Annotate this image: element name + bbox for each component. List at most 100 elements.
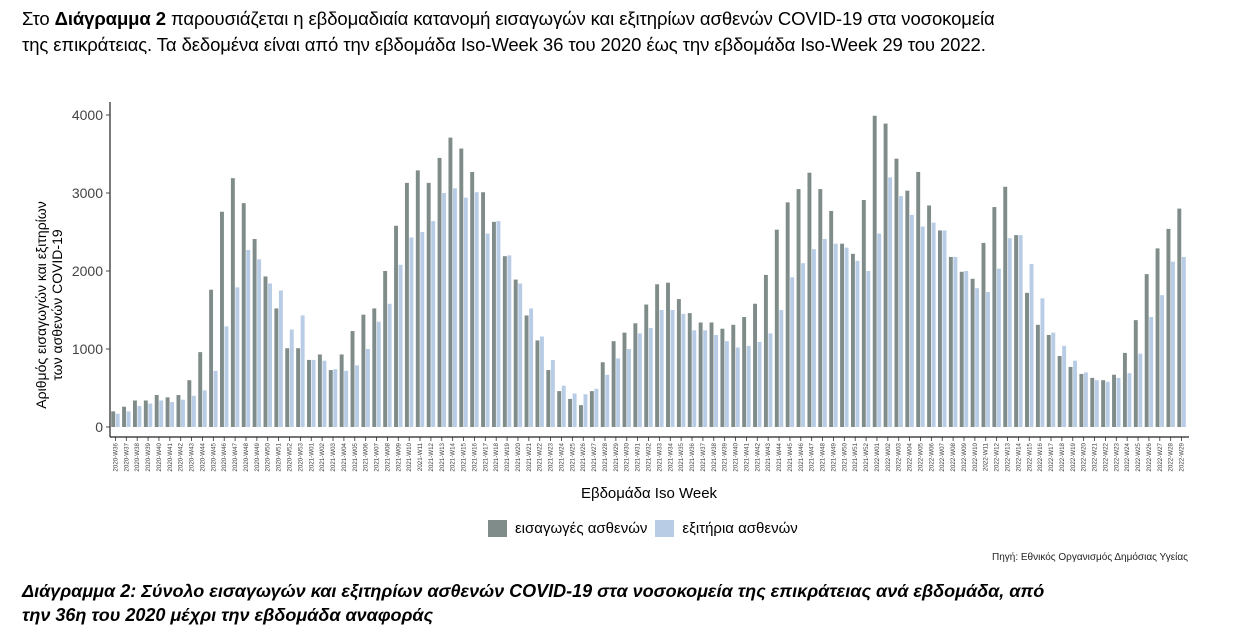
bar-admissions-2022-W02 <box>883 123 888 427</box>
legend: εισαγωγές ασθενών εξιτήρια ασθενών <box>488 520 806 537</box>
x-tick-label-2022-W05: 2022-W05 <box>917 442 924 471</box>
y-axis-label-line-2: των ασθενών COVID-19 <box>49 229 65 381</box>
bar-admissions-2020-W53 <box>296 348 301 427</box>
bar-admissions-2021-W31 <box>633 323 638 427</box>
bar-discharges-2020-W39 <box>148 403 153 427</box>
x-tick-label-2021-W48: 2021-W48 <box>820 442 827 471</box>
x-tick-label-2020-W40: 2020-W40 <box>156 442 163 471</box>
bar-discharges-2021-W29 <box>616 358 621 427</box>
x-tick-label-2021-W17: 2021-W17 <box>482 442 489 471</box>
bar-discharges-2021-W25 <box>572 393 577 427</box>
bar-discharges-2022-W06 <box>931 222 936 427</box>
bar-discharges-2022-W04 <box>909 214 914 427</box>
x-tick-label-2021-W22: 2021-W22 <box>537 442 544 471</box>
x-tick-label-2021-W25: 2021-W25 <box>569 442 576 471</box>
x-tick-label-2021-W26: 2021-W26 <box>580 442 587 471</box>
bar-discharges-2021-W44 <box>779 310 784 427</box>
bar-admissions-2022-W15 <box>1025 292 1029 427</box>
bar-discharges-2022-W27 <box>1160 295 1165 427</box>
bar-admissions-2021-W35 <box>676 299 681 427</box>
bar-admissions-2022-W26 <box>1144 274 1149 427</box>
bar-discharges-2020-W51 <box>278 290 283 427</box>
x-tick-label-2020-W50: 2020-W50 <box>265 442 272 471</box>
bar-admissions-2021-W07 <box>372 308 377 427</box>
bar-admissions-2021-W32 <box>644 304 649 427</box>
x-tick-label-2022-W16: 2022-W16 <box>1037 442 1044 471</box>
bar-discharges-2022-W26 <box>1149 317 1154 427</box>
bar-admissions-2022-W22 <box>1101 380 1106 427</box>
bar-admissions-2021-W46 <box>796 189 801 427</box>
bar-discharges-2021-W28 <box>605 374 610 427</box>
bar-admissions-2022-W16 <box>1035 324 1040 427</box>
bar-discharges-2021-W52 <box>866 271 871 427</box>
bar-discharges-2022-W13 <box>1007 238 1012 427</box>
bar-discharges-2022-W14 <box>1018 235 1023 427</box>
y-tick-label-2000: 2000 <box>72 263 103 279</box>
bar-discharges-2021-W37 <box>703 330 708 427</box>
bar-admissions-2020-W46 <box>220 211 224 427</box>
bar-admissions-2021-W29 <box>611 341 616 427</box>
x-tick-label-2022-W26: 2022-W26 <box>1146 442 1153 471</box>
x-tick-label-2021-W27: 2021-W27 <box>591 442 598 471</box>
bar-admissions-2022-W12 <box>992 207 997 427</box>
bar-discharges-2021-W42 <box>757 341 762 427</box>
bar-discharges-2022-W22 <box>1105 381 1110 427</box>
bar-discharges-2021-W16 <box>474 192 479 427</box>
bar-discharges-2021-W46 <box>801 263 806 427</box>
bar-discharges-2020-W48 <box>246 249 251 427</box>
x-tick-label-2021-W20: 2021-W20 <box>515 442 522 471</box>
x-tick-label-2022-W19: 2022-W19 <box>1070 442 1077 471</box>
x-tick-label-2020-W49: 2020-W49 <box>254 442 261 471</box>
bar-discharges-2021-W22 <box>540 336 544 427</box>
bar-admissions-2021-W42 <box>753 303 757 427</box>
legend-swatch-admissions <box>488 520 507 537</box>
bar-admissions-2020-W48 <box>241 203 246 427</box>
bar-admissions-2021-W36 <box>687 313 692 427</box>
y-tick-label-4000: 4000 <box>72 107 103 123</box>
x-tick-label-2021-W30: 2021-W30 <box>624 442 631 471</box>
x-tick-label-2022-W20: 2022-W20 <box>1081 442 1088 471</box>
bar-admissions-2021-W22 <box>535 340 540 427</box>
x-tick-label-2021-W40: 2021-W40 <box>733 442 740 471</box>
bars-group <box>111 115 1186 427</box>
bar-admissions-2021-W13 <box>437 157 442 427</box>
x-tick-label-2022-W10: 2022-W10 <box>972 442 979 471</box>
x-tick-label-2021-W38: 2021-W38 <box>711 442 718 471</box>
x-tick-label-2021-W11: 2021-W11 <box>417 442 424 471</box>
bar-admissions-2022-W17 <box>1046 334 1051 427</box>
bar-discharges-2022-W29 <box>1181 256 1186 427</box>
bar-admissions-2020-W36 <box>111 411 116 427</box>
bar-discharges-2020-W50 <box>268 283 272 427</box>
x-tick-label-2021-W37: 2021-W37 <box>700 442 707 471</box>
intro-prefix: Στο <box>22 8 55 29</box>
bar-admissions-2021-W49 <box>829 210 834 427</box>
bar-discharges-2022-W24 <box>1127 373 1132 427</box>
bar-discharges-2021-W36 <box>692 330 697 427</box>
bar-admissions-2020-W49 <box>252 239 257 427</box>
x-tick-label-2021-W32: 2021-W32 <box>646 442 653 471</box>
x-tick-label-2021-W29: 2021-W29 <box>613 442 620 471</box>
bar-admissions-2021-W14 <box>448 137 453 427</box>
bar-discharges-2021-W14 <box>452 188 457 427</box>
bar-discharges-2021-W02 <box>322 360 327 427</box>
bar-admissions-2021-W18 <box>491 221 496 427</box>
bar-admissions-2021-W33 <box>655 284 660 427</box>
x-tick-label-2022-W18: 2022-W18 <box>1059 442 1066 471</box>
bar-admissions-2020-W50 <box>263 276 268 427</box>
bar-admissions-2021-W40 <box>731 324 736 427</box>
bar-discharges-2022-W28 <box>1170 261 1175 427</box>
bar-discharges-2021-W40 <box>735 347 740 427</box>
bar-admissions-2020-W42 <box>176 395 181 427</box>
bar-admissions-2021-W12 <box>426 182 431 427</box>
x-tick-label-2021-W03: 2021-W03 <box>330 442 337 471</box>
bar-discharges-2020-W45 <box>213 370 218 427</box>
x-tick-label-2020-W37: 2020-W37 <box>123 442 130 471</box>
bar-discharges-2021-W34 <box>670 310 675 427</box>
bar-discharges-2021-W13 <box>442 193 447 427</box>
bar-discharges-2022-W08 <box>953 256 958 427</box>
x-tick-label-2021-W15: 2021-W15 <box>461 442 468 471</box>
bar-admissions-2022-W05 <box>916 171 921 427</box>
bar-discharges-2021-W21 <box>529 308 534 427</box>
bar-discharges-2022-W25 <box>1138 353 1143 427</box>
bar-discharges-2021-W51 <box>855 260 860 427</box>
